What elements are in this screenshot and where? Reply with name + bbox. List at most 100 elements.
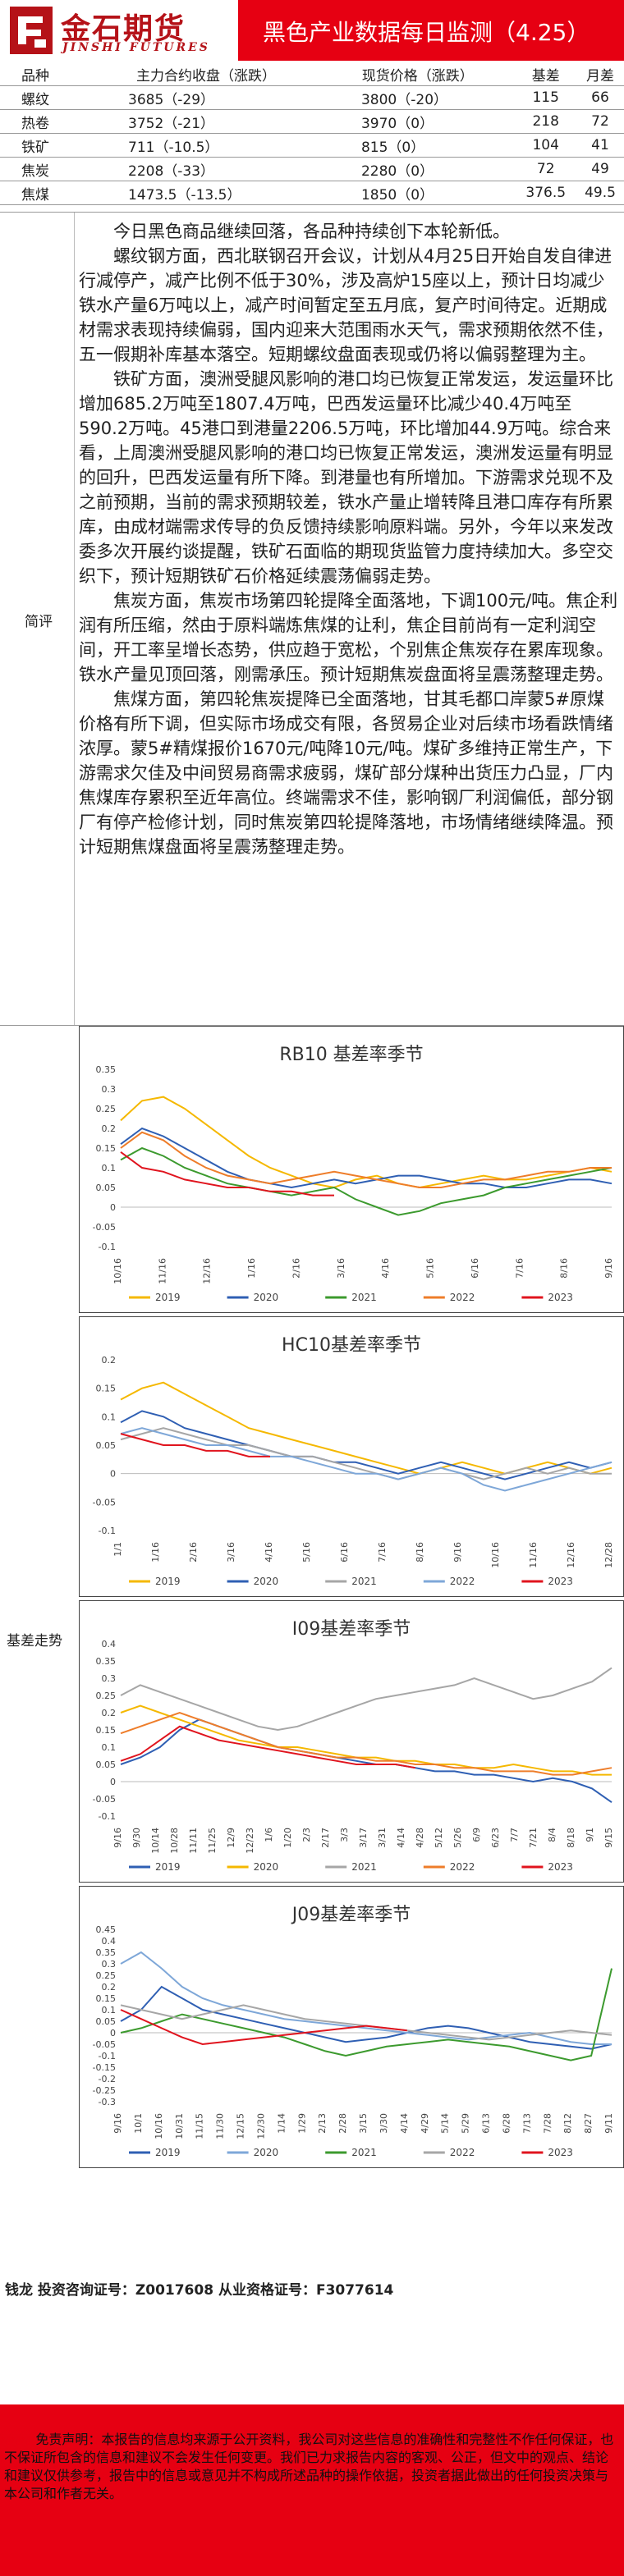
series-line-2023 bbox=[120, 1725, 415, 1769]
x-tick-label: 4/14 bbox=[396, 1828, 406, 1848]
y-tick-label: 0.25 bbox=[96, 1970, 117, 1981]
y-tick-label: 0.05 bbox=[96, 1759, 117, 1770]
chart-rb10: RB10 基差率季节 0.35 0.3 0.25 0.2 0.15 0.1 0.05 0 -0.… bbox=[79, 1026, 624, 1313]
legend-label: 2023 bbox=[548, 1576, 573, 1587]
chart-hc10: HC10基差率季节 0.2 0.15 0.1 0.05 0 -0.05 -0.1 1/1 1/1… bbox=[79, 1316, 624, 1597]
x-tick-label: 11/16 bbox=[157, 1258, 167, 1284]
spread-cell: 66 bbox=[576, 85, 624, 110]
x-tick-label: 6/13 bbox=[481, 2113, 492, 2134]
y-tick-label: 0 bbox=[110, 1777, 116, 1787]
x-tick-label: 11/15 bbox=[195, 2113, 205, 2139]
review-text: 今日黑色商品继续回落，各品种持续创下本轮新低。 螺纹钢方面，西北联钢召开会议，计… bbox=[79, 219, 621, 859]
table-row: 螺纹 3685（-29） 3800（-20） 115 66 bbox=[0, 85, 624, 110]
chart-title: I09基差率季节 bbox=[291, 1619, 411, 1640]
x-tick-label: 9/1 bbox=[585, 1828, 595, 1842]
disclaimer-text: 免责声明：本报告的信息均来源于公开资料，我公司对这些信息的准确性和完整性不作任何… bbox=[4, 2432, 614, 2501]
disclaimer-box: 免责声明：本报告的信息均来源于公开资料，我公司对这些信息的准确性和完整性不作任何… bbox=[0, 2404, 624, 2576]
logo-text-en: JINSHI FUTURES bbox=[62, 41, 210, 54]
x-tick-label: 5/29 bbox=[461, 2113, 471, 2134]
legend-label: 2023 bbox=[548, 2147, 573, 2158]
table-row: 热卷 3752（-21） 3970（0） 218 72 bbox=[0, 109, 624, 134]
y-tick-label: 0 bbox=[110, 1202, 116, 1213]
x-tick-label: 11/30 bbox=[215, 2113, 226, 2139]
x-tick-label: 1/20 bbox=[282, 1828, 293, 1848]
x-tick-label: 3/16 bbox=[336, 1258, 346, 1279]
series-line-2021 bbox=[120, 1667, 613, 1732]
chart-hc10-svg: 0.2 0.15 0.1 0.05 0 -0.05 -0.1 1/1 1/16 2/16 3/16 4… bbox=[93, 1355, 614, 1587]
x-tick-label: 1/1 bbox=[112, 1542, 123, 1557]
legend-label: 2021 bbox=[351, 1861, 377, 1873]
x-tick-label: 2/17 bbox=[320, 1828, 331, 1848]
price-table-header-row: 品种 主力合约收盘（涨跌） 现货价格（涨跌） 基差 月差 bbox=[0, 62, 624, 86]
series-line-2020 bbox=[120, 1410, 613, 1480]
x-tick-label: 10/16 bbox=[112, 1258, 123, 1284]
basis-cell: 115 bbox=[515, 85, 576, 110]
x-tick-label: 9/16 bbox=[452, 1542, 463, 1563]
x-tick-label: 1/16 bbox=[246, 1258, 257, 1279]
chart-title: RB10 基差率季节 bbox=[279, 1045, 424, 1065]
series-line-2019 bbox=[120, 1381, 613, 1475]
x-tick-label: 1/16 bbox=[150, 1542, 161, 1563]
y-tick-label: 0.2 bbox=[102, 1355, 117, 1366]
x-tick-label: 3/3 bbox=[339, 1828, 350, 1842]
x-tick-label: 9/16 bbox=[112, 1828, 123, 1848]
series-line-2019 bbox=[120, 1985, 613, 2050]
x-tick-label: 10/16 bbox=[490, 1542, 501, 1568]
x-tick-label: 8/16 bbox=[559, 1258, 570, 1279]
x-tick-label: 12/16 bbox=[202, 1258, 213, 1284]
x-tick-label: 3/30 bbox=[379, 2113, 389, 2134]
y-tick-label: 0.3 bbox=[102, 1959, 117, 1970]
y-tick-label: 0.35 bbox=[96, 1656, 117, 1667]
variety-cell: 螺纹 bbox=[0, 85, 92, 110]
x-tick-label: 9/16 bbox=[603, 1258, 614, 1279]
series-line-2022 bbox=[120, 1131, 612, 1188]
series-line-2020 bbox=[120, 1127, 613, 1189]
y-tick-label: -0.05 bbox=[93, 2039, 116, 2050]
x-tick-label: 7/13 bbox=[521, 2113, 532, 2134]
x-tick-label: 1/29 bbox=[296, 2113, 307, 2134]
x-tick-label: 8/18 bbox=[566, 1828, 576, 1848]
series-line-2021 bbox=[120, 1427, 612, 1480]
legend-label: 2022 bbox=[450, 2147, 475, 2158]
y-tick-label: 0.15 bbox=[96, 1143, 117, 1154]
y-tick-label: 0.2 bbox=[102, 1708, 117, 1718]
x-tick-label: 12/16 bbox=[566, 1542, 576, 1568]
x-tick-label: 5/14 bbox=[440, 2113, 451, 2134]
x-tick-label: 12/28 bbox=[603, 1542, 614, 1568]
x-tick-label: 4/29 bbox=[420, 2113, 430, 2134]
spot-cell: 3970（0） bbox=[319, 109, 516, 134]
y-tick-label: -0.05 bbox=[93, 1497, 116, 1508]
legend-label: 2020 bbox=[254, 1861, 279, 1873]
x-tick-label: 12/23 bbox=[245, 1828, 255, 1854]
x-tick-label: 5/16 bbox=[425, 1258, 436, 1279]
header-spot: 现货价格（涨跌） bbox=[319, 62, 516, 86]
y-tick-label: -0.05 bbox=[93, 1794, 116, 1805]
x-tick-label: 6/9 bbox=[471, 1828, 482, 1842]
review-section: 简评 今日黑色商品继续回落，各品种持续创下本轮新低。 螺纹钢方面，西北联钢召开会… bbox=[0, 212, 624, 1026]
divider bbox=[74, 213, 75, 1025]
y-tick-label: 0.15 bbox=[96, 1725, 117, 1736]
x-tick-label: 2/13 bbox=[317, 2113, 328, 2134]
legend-label: 2019 bbox=[155, 2147, 181, 2158]
series-line-2023 bbox=[120, 1433, 270, 1457]
spot-cell: 3800（-20） bbox=[319, 85, 516, 110]
x-tick-label: 4/14 bbox=[399, 2113, 410, 2134]
y-tick-label: 0.05 bbox=[96, 1440, 117, 1451]
x-tick-label: 11/16 bbox=[528, 1542, 539, 1568]
legend-label: 2020 bbox=[254, 1292, 279, 1303]
y-tick-label: 0.25 bbox=[96, 1691, 117, 1701]
x-tick-label: 9/15 bbox=[603, 1828, 614, 1848]
variety-cell: 焦炭 bbox=[0, 157, 92, 181]
review-paragraph: 螺纹钢方面，西北联钢召开会议，计划从4月25日开始自发自律进行减停产，减产比例不… bbox=[79, 246, 613, 364]
chart-i09: I09基差率季节 0.4 0.35 0.3 0.25 0.2 0.15 0.1 0.05 0 -0… bbox=[79, 1600, 624, 1883]
legend-label: 2022 bbox=[450, 1576, 475, 1587]
legend-label: 2023 bbox=[548, 1292, 573, 1303]
x-tick-label: 10/14 bbox=[150, 1828, 161, 1854]
series-line-2022 bbox=[120, 1427, 613, 1492]
x-tick-label: 8/27 bbox=[583, 2113, 594, 2134]
series-line-2022 bbox=[120, 2004, 613, 2041]
charts-label: 基差走势 bbox=[7, 1633, 62, 1649]
y-tick-label: 0.4 bbox=[102, 1639, 117, 1649]
x-tick-label: 6/16 bbox=[470, 1258, 480, 1279]
